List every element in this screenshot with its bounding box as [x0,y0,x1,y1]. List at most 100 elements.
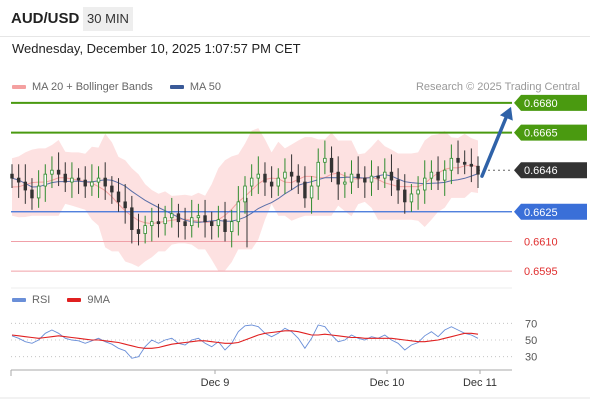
candle [416,176,420,210]
candle-body [56,169,61,175]
candle-body [216,219,221,227]
candle [363,166,367,198]
legend-item-ma50: MA 50 [169,81,221,93]
candle [456,140,460,175]
level-labels: 0.6680 0.6665 0.6646 0.6625 0.6610 0.6595 [514,94,587,278]
candle [23,164,28,204]
x-tick-label: Dec 9 [201,377,230,389]
level-tag-resistance [514,94,587,111]
candle-body [163,217,167,225]
candle-body [183,221,187,227]
candle [143,215,147,244]
candle-body [309,185,314,199]
candle [329,146,334,183]
candle-body [30,189,34,199]
candle-body [176,213,181,223]
candle-body [296,175,300,183]
candle [150,207,154,242]
candle-body [416,189,420,195]
candle [336,156,340,200]
candle-body [103,177,107,187]
candle [116,178,121,212]
candle-body [190,217,194,227]
candle-body [289,171,294,177]
candle [50,156,54,189]
x-axis: Dec 9 Dec 10 Dec 11 [0,369,590,399]
candle [316,148,320,200]
candle [103,162,107,200]
candle [83,166,87,198]
timeframe-badge[interactable]: 30 MIN [83,7,133,31]
candle-body [50,169,54,175]
rsi-tick-label: 30 [525,352,537,364]
forecast-arrow-head-icon [499,106,513,121]
header-divider [0,36,590,37]
candle [323,140,327,175]
candle-body [323,157,327,163]
candle-body [436,171,440,181]
legend-item-ma20: MA 20 + Bollinger Bands [12,81,153,93]
candle-body [16,177,21,183]
candle-body [110,185,114,193]
candle-body [83,179,87,187]
candle-body [356,173,360,179]
candle-body [223,219,227,232]
candle-body [343,181,347,185]
candle-body [276,177,280,187]
candle-body [456,157,460,163]
legend-item-rsi: RSI [12,294,50,306]
candle [76,168,81,194]
candlesticks [10,140,480,248]
candle [429,160,434,190]
candle [443,160,447,196]
legend-item-9ma: 9MA [67,294,110,306]
candle-body [269,181,274,187]
level-lines [11,101,512,272]
candle [36,170,41,208]
level-tag-current [514,162,587,179]
candle-body [303,181,307,199]
ma50-line [11,173,479,223]
candle-body [409,193,414,203]
rsi-series-rsi [11,324,479,359]
candle-body [383,171,387,179]
chart-datetime: Wednesday, December 10, 2025 1:07:57 PM … [12,41,301,56]
rsi-tick-label: 70 [525,318,537,330]
candle [110,176,114,204]
candle [383,158,387,189]
candle-body [283,171,287,179]
candle [449,144,454,185]
candle [303,166,307,208]
level-tag-resistance [514,124,587,141]
candle-body [23,181,28,191]
candle [203,199,207,238]
candle-body [150,221,154,227]
candle-body [376,175,380,179]
candle-body [136,229,141,234]
candle [43,164,47,202]
candle-body [123,201,127,209]
candle-body [389,171,394,181]
candle [183,207,187,240]
rsi-tick-label: 50 [525,335,537,347]
candle [423,160,427,204]
rsi-panel: 70 50 30 [11,287,537,364]
candle [90,164,94,196]
candle-body [429,171,434,179]
candle-body [403,189,407,203]
rsi-legend: RSI 9MA [12,294,124,306]
candle-body [363,177,367,183]
candle-body [70,177,74,183]
level-label-support: 0.6595 [524,266,558,278]
candle [163,205,167,236]
candle-body [256,173,261,179]
candle-body [423,177,427,191]
candle-body [329,157,334,173]
candle [276,168,280,196]
candle [210,211,214,240]
candle [343,172,347,198]
candle [296,164,300,194]
candle [223,201,227,242]
candle [170,197,174,228]
